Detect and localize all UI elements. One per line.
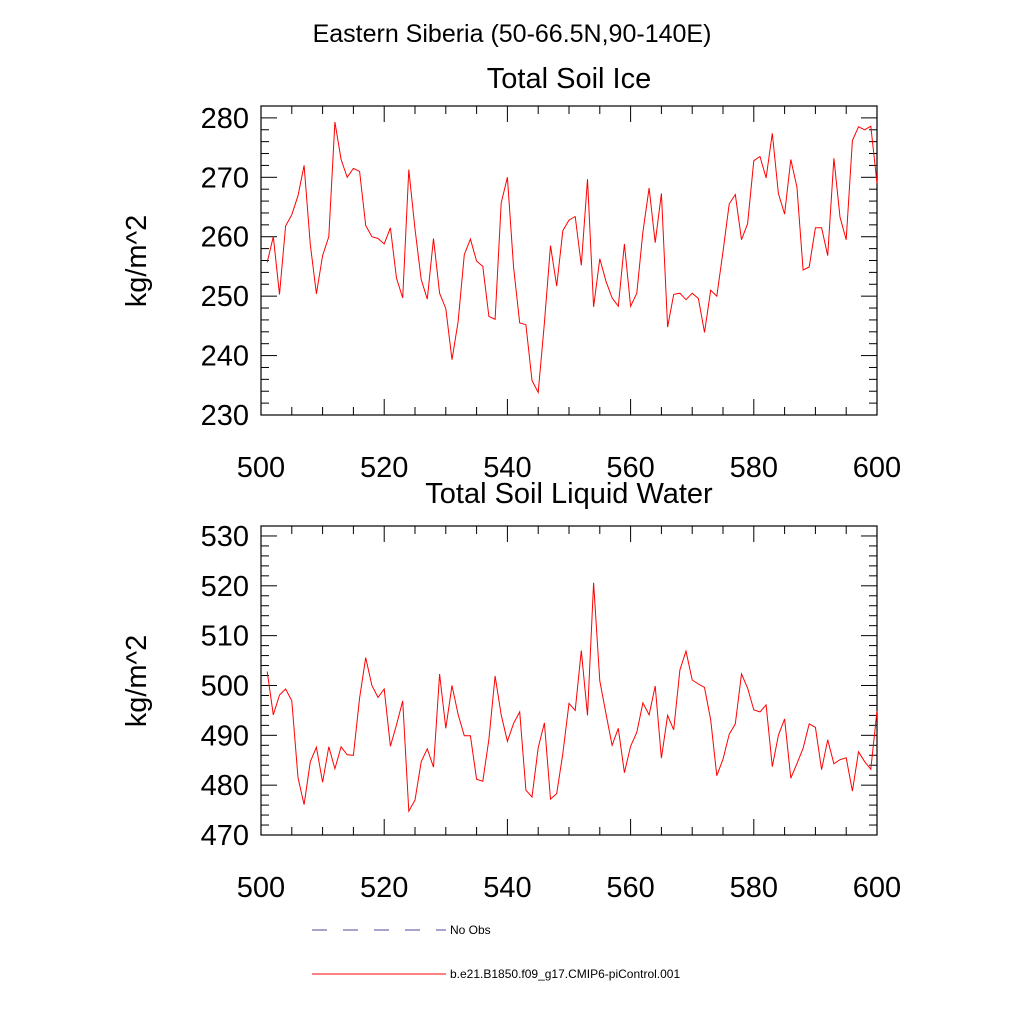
x-tick-label-soil-liquid-water: 580: [730, 872, 778, 904]
x-tick-label-soil-ice: 520: [360, 452, 408, 484]
y-tick-label-soil-liquid-water: 470: [201, 820, 249, 852]
y-tick-label-soil-liquid-water: 520: [201, 571, 249, 603]
x-tick-label-soil-ice: 600: [853, 452, 901, 484]
legend-label-picontrol: b.e21.B1850.f09_g17.CMIP6-piControl.001: [450, 967, 680, 981]
x-tick-label-soil-ice: 560: [606, 452, 654, 484]
y-tick-label-soil-ice: 260: [201, 222, 249, 254]
y-tick-label-soil-ice: 230: [201, 400, 249, 432]
x-tick-label-soil-liquid-water: 600: [853, 872, 901, 904]
series-line-soil-ice: [266, 121, 878, 395]
x-tick-label-soil-ice: 580: [730, 452, 778, 484]
x-tick-label-soil-liquid-water: 500: [237, 872, 285, 904]
x-tick-label-soil-liquid-water: 520: [360, 872, 408, 904]
plot-frame-soil-ice: [260, 105, 878, 416]
x-tick-label-soil-liquid-water: 560: [606, 872, 654, 904]
y-tick-label-soil-liquid-water: 480: [201, 770, 249, 802]
panel-total-soil-ice: Total Soil Ice kg/m^2 500 520 540 560 580 600…: [121, 63, 901, 484]
panel-title-soil-liquid-water: Total Soil Liquid Water: [425, 478, 713, 510]
series-line-soil-liquid-water: [266, 582, 878, 813]
y-tick-label-soil-liquid-water: 510: [201, 621, 249, 653]
y-tick-label-soil-ice: 270: [201, 162, 249, 194]
y-axis-label-soil-liquid-water: kg/m^2: [121, 635, 153, 728]
y-tick-label-soil-liquid-water: 490: [201, 720, 249, 752]
tick-labels-soil-liquid-water: 500 520 540 560 580 600 470 480 490 500 510 520 530: [201, 521, 902, 904]
legend: No Obs b.e21.B1850.f09_g17.CMIP6-piContr…: [312, 923, 680, 981]
y-axis-label-soil-ice: kg/m^2: [121, 215, 153, 308]
ticks-soil-liquid-water: [260, 525, 878, 836]
x-tick-label-soil-liquid-water: 540: [483, 872, 531, 904]
panel-title-soil-ice: Total Soil Ice: [487, 63, 651, 95]
y-tick-label-soil-liquid-water: 530: [201, 521, 249, 553]
ticks-soil-ice: [260, 105, 878, 416]
panel-total-soil-liquid-water: Total Soil Liquid Water kg/m^2 500 520 540…: [121, 478, 901, 904]
y-tick-label-soil-liquid-water: 500: [201, 670, 249, 702]
x-tick-label-soil-ice: 540: [483, 452, 531, 484]
tick-labels-soil-ice: 500 520 540 560 580 600 230 240 250 260 270 280: [201, 103, 902, 484]
x-tick-label-soil-ice: 500: [237, 452, 285, 484]
figure-title: Eastern Siberia (50-66.5N,90-140E): [313, 20, 712, 48]
y-tick-label-soil-ice: 280: [201, 103, 249, 135]
legend-label-no-obs: No Obs: [450, 923, 491, 937]
y-tick-label-soil-ice: 250: [201, 281, 249, 313]
y-tick-label-soil-ice: 240: [201, 341, 249, 373]
plot-frame-soil-liquid-water: [260, 525, 878, 836]
